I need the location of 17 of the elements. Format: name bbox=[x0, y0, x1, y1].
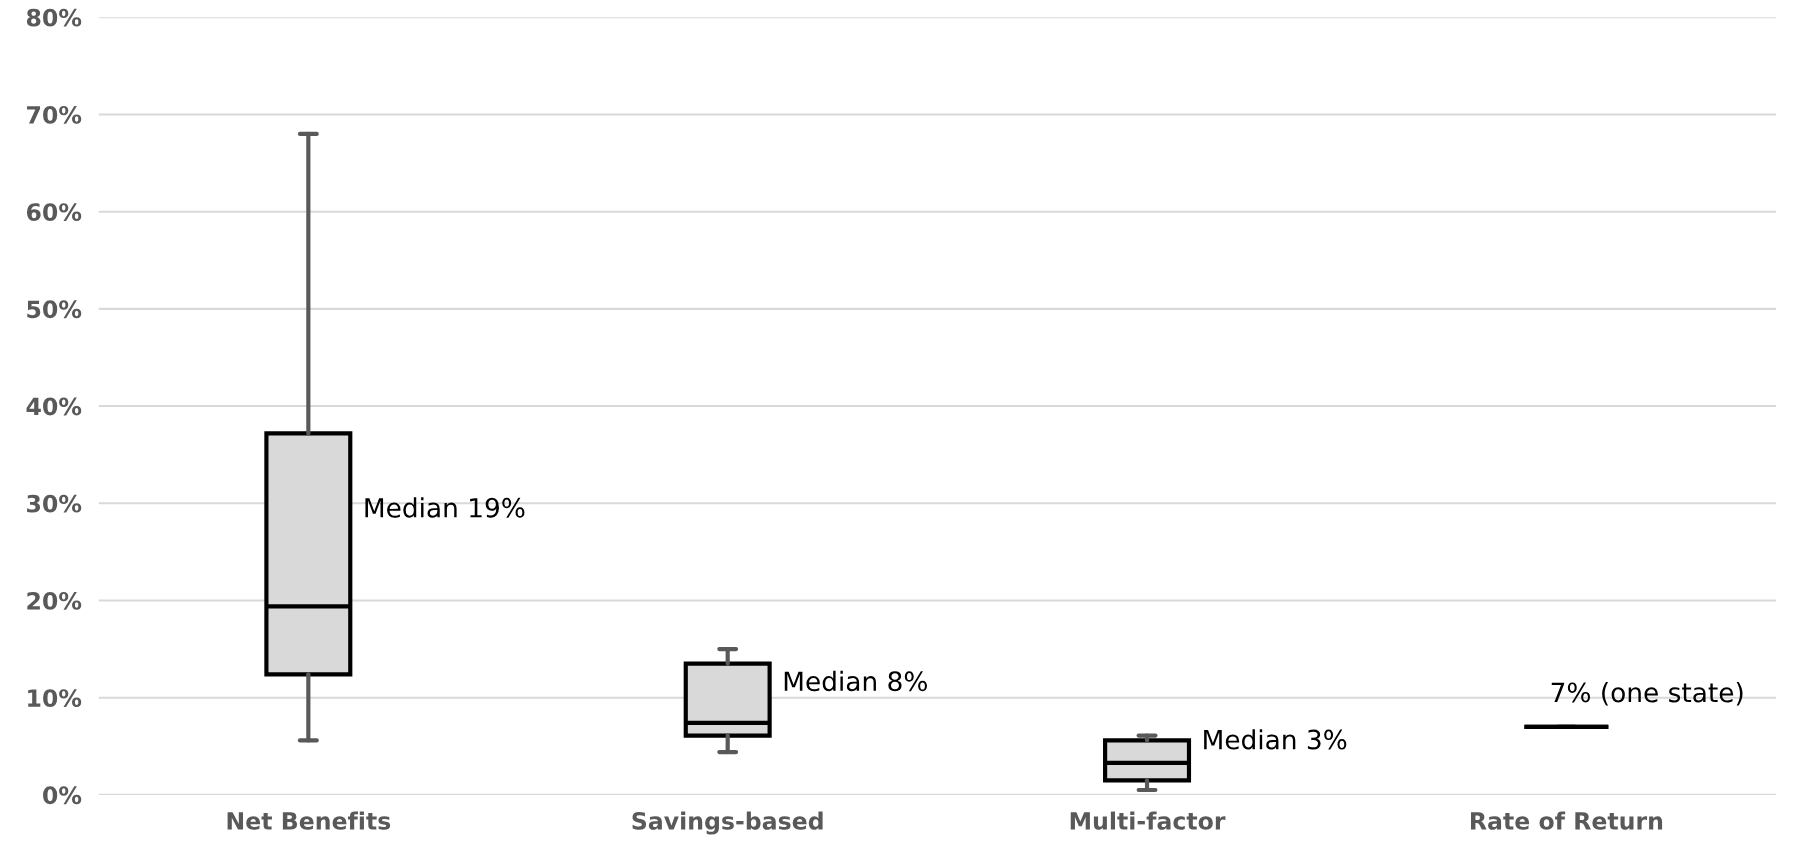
y-tick-label: 70% bbox=[27, 105, 82, 124]
y-tick-label: 80% bbox=[26, 8, 82, 27]
y-tick-label: 10% bbox=[28, 689, 82, 707]
annotation: Median 3% bbox=[1204, 729, 1347, 750]
x-tick-label: Savings-based bbox=[632, 811, 823, 835]
y-tick-label: 20% bbox=[27, 591, 82, 610]
x-tick-label: Multi-factor bbox=[1070, 811, 1226, 830]
y-tick-label: 60% bbox=[26, 203, 82, 221]
annotation: 7% (one state) bbox=[1551, 682, 1743, 706]
y-tick-label: 50% bbox=[27, 300, 82, 319]
y-tick-label: 0% bbox=[43, 786, 82, 805]
x-tick-label: Rate of Return bbox=[1471, 811, 1663, 830]
x-tick-label: Net Benefits bbox=[227, 811, 391, 830]
y-tick-label: 40% bbox=[26, 397, 82, 416]
y-tick-label: 30% bbox=[27, 494, 82, 513]
annotation: Median 19% bbox=[365, 497, 525, 518]
annotation: Median 8% bbox=[784, 670, 927, 692]
